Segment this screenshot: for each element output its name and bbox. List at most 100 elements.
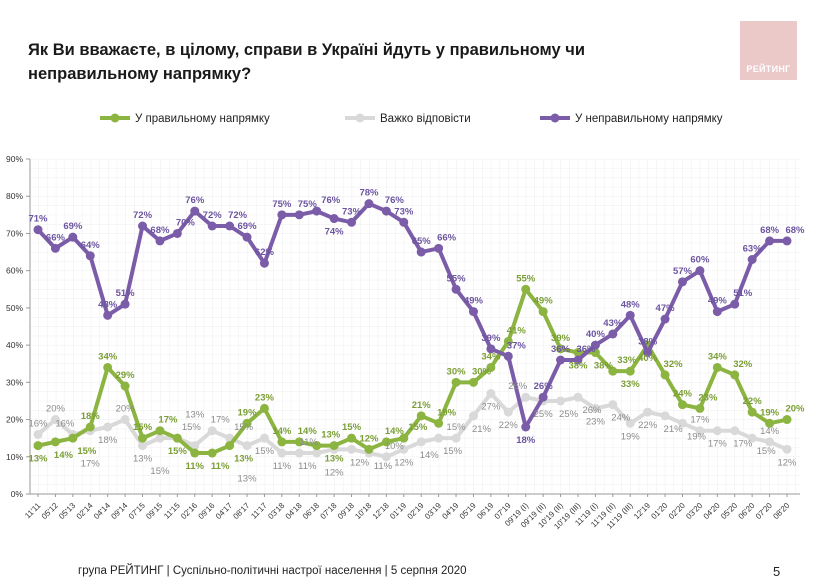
data-label: 14% [272,426,292,437]
data-label: 70% [176,217,196,228]
data-label: 19% [437,407,457,418]
x-tick-label: 09'15 [144,501,164,521]
data-point [451,433,461,443]
data-label: 22% [743,396,763,407]
data-point [120,299,130,309]
x-tick-label: 03'18 [266,501,286,521]
data-point [381,437,391,447]
data-point [677,277,687,287]
data-point [225,441,235,451]
data-label: 18% [98,435,118,446]
x-tick-label: 03'20 [684,501,704,521]
data-point [730,426,740,436]
data-label: 34% [481,351,501,362]
data-point [521,422,531,432]
data-label: 14% [298,426,318,437]
x-tick-label: 04'14 [92,501,112,521]
x-tick-label: 12'19 [632,501,652,521]
data-point [416,247,426,257]
data-label: 20% [785,404,805,415]
data-point [434,433,444,443]
data-point [172,228,182,238]
data-label: 47% [656,303,676,314]
data-label: 11% [273,461,292,472]
data-label: 37% [507,340,527,351]
x-tick-label: 08'17 [231,501,251,521]
data-label: 76% [185,195,205,206]
data-label: 74% [325,227,345,238]
data-point [416,437,426,447]
x-tick-label: 05'19 [458,501,478,521]
data-label: 11% [300,437,319,448]
data-point [33,225,43,235]
x-tick-label: 04'17 [214,501,234,521]
logo-text: РЕЙТИНГ [746,64,791,74]
data-point [486,362,496,372]
data-point [608,329,618,339]
data-point [556,355,566,365]
data-label: 12% [394,457,414,468]
x-tick-label: 02'20 [667,501,687,521]
data-label: 26% [582,405,602,416]
y-tick-label: 80% [6,191,23,201]
x-tick-label: 05'13 [57,501,77,521]
data-point [207,221,217,231]
data-label: 15% [443,446,463,457]
data-label: 11% [186,461,205,472]
data-point [364,199,374,209]
data-point [277,437,287,447]
data-label: 15% [182,422,202,433]
data-point [259,403,269,413]
data-label: 23% [586,416,606,427]
data-label: 11% [211,461,230,472]
data-label: 17% [708,439,728,450]
data-point [747,433,757,443]
data-point [573,348,583,358]
line-chart: 0%10%20%30%40%50%60%70%80%90%11'1105'120… [6,113,805,531]
data-label: 41% [507,325,527,336]
data-label: 15% [234,422,254,433]
data-point [538,392,548,402]
data-point [33,429,43,439]
data-label: 30% [472,366,492,377]
data-point [207,426,217,436]
legend-label: Важко відповісти [380,113,471,125]
data-label: 38% [594,361,614,372]
data-label: 13% [133,454,153,465]
data-label: 15% [168,446,188,457]
x-tick-label: 01'20 [649,501,669,521]
data-point [660,314,670,324]
data-label: 21% [472,424,492,435]
data-point [259,433,269,443]
data-label: 68% [760,225,780,236]
data-point [782,444,792,454]
data-label: 14% [54,450,74,461]
data-point [120,415,130,425]
x-tick-label: 04'20 [702,501,722,521]
footer-source: група РЕЙТИНГ | Суспільно-політичні наст… [78,565,467,577]
data-label: 17% [211,415,231,426]
data-point [747,255,757,264]
data-label: 68% [785,225,805,236]
data-label: 32% [664,359,684,370]
data-point [434,243,444,253]
x-tick-label: 11'17 [249,501,269,521]
x-tick-label: 08'20 [771,501,791,521]
data-point [677,418,687,428]
data-label: 34% [708,351,728,362]
data-point [695,426,705,436]
data-label: 15% [408,422,428,433]
data-label: 20% [116,404,136,415]
data-label: 34% [98,351,118,362]
data-label: 19% [238,407,258,418]
data-point [329,441,339,451]
data-label: 26% [534,381,554,392]
data-point [155,426,165,436]
data-label: 11% [374,461,393,472]
data-label: 49% [708,296,728,307]
data-label: 12% [350,457,370,468]
data-point [625,310,635,320]
data-label: 12% [777,457,797,468]
data-point [138,441,148,451]
